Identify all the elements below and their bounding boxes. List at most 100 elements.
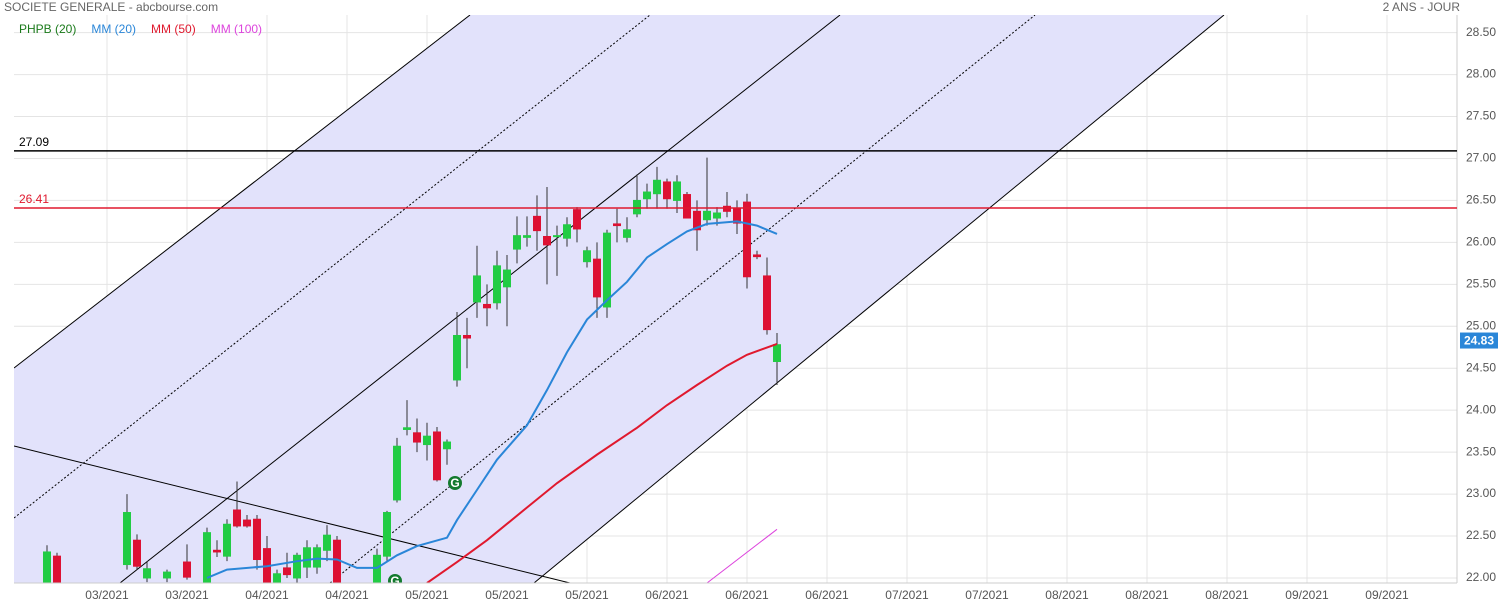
candle-body — [543, 235, 551, 246]
candle-body — [573, 209, 581, 230]
candle-body — [53, 555, 61, 583]
candle-body — [293, 554, 301, 579]
x-tick-label: 04/2021 — [325, 588, 369, 602]
candle-body — [133, 539, 141, 567]
trend-line — [14, 445, 571, 583]
legend-entry: MM (50) — [151, 22, 196, 36]
y-tick-label: 25.00 — [1466, 318, 1496, 332]
candle-body — [613, 223, 621, 227]
candle-body — [653, 179, 661, 195]
candle-body — [163, 571, 171, 579]
y-tick-label: 25.50 — [1466, 276, 1496, 290]
x-tick-label: 06/2021 — [725, 588, 769, 602]
y-tick-label: 23.50 — [1466, 444, 1496, 458]
channel — [14, 15, 1225, 583]
x-tick-label: 06/2021 — [645, 588, 689, 602]
x-tick-label: 09/2021 — [1365, 588, 1409, 602]
candle-body — [663, 181, 671, 200]
y-tick-label: 22.00 — [1466, 570, 1496, 584]
candle-body — [333, 539, 341, 583]
candle-body — [693, 210, 701, 231]
candle-body — [283, 567, 291, 576]
x-tick-label: 03/2021 — [85, 588, 129, 602]
x-tick-label: 04/2021 — [245, 588, 289, 602]
x-tick-label: 08/2021 — [1045, 588, 1089, 602]
x-tick-label: 07/2021 — [965, 588, 1009, 602]
y-tick-label: 26.00 — [1466, 235, 1496, 249]
y-tick-label: 24.50 — [1466, 360, 1496, 374]
candle-body — [233, 509, 241, 527]
candle-body — [733, 208, 741, 224]
candle-body — [203, 532, 211, 583]
x-tick-label: 08/2021 — [1205, 588, 1249, 602]
candle-body — [623, 229, 631, 238]
candle-body — [583, 250, 591, 263]
legend: PHPB (20) MM (20) MM (50) MM (100) — [19, 22, 262, 36]
x-tick-label: 06/2021 — [805, 588, 849, 602]
legend-entry: MM (100) — [211, 22, 262, 36]
y-tick-label: 26.50 — [1466, 193, 1496, 207]
y-tick-label: 27.00 — [1466, 151, 1496, 165]
channel-line — [533, 15, 1225, 583]
candle-body — [743, 201, 751, 278]
candle-body — [403, 427, 411, 430]
candle-body — [593, 258, 601, 298]
candle-body — [423, 435, 431, 446]
y-tick-label: 28.50 — [1466, 25, 1496, 39]
y-tick-label: 23.00 — [1466, 486, 1496, 500]
x-tick-label: 09/2021 — [1285, 588, 1329, 602]
candle-body — [713, 212, 721, 219]
candle-body — [313, 547, 321, 568]
candle-body — [263, 548, 271, 583]
legend-entry: PHPB (20) — [19, 22, 76, 36]
channel-line — [14, 15, 651, 519]
x-tick-label: 08/2021 — [1125, 588, 1169, 602]
channel-line — [14, 15, 471, 369]
signal-badge — [448, 476, 462, 490]
y-tick-label: 22.50 — [1466, 528, 1496, 542]
candle-body — [563, 224, 571, 239]
candle-body — [123, 512, 131, 566]
candle-body — [183, 561, 191, 578]
last-price-label: 24.83 — [1464, 334, 1494, 348]
candle-body — [533, 215, 541, 232]
candle-body — [213, 549, 221, 553]
candle-body — [143, 568, 151, 579]
level-label: 26.41 — [19, 192, 49, 206]
moving-average — [206, 220, 778, 579]
candle-body — [513, 235, 521, 250]
candle-body — [673, 181, 681, 201]
x-tick-label: 03/2021 — [165, 588, 209, 602]
plot: GG — [43, 157, 781, 583]
candle-body — [443, 441, 451, 450]
chart-subtitle: 2 ANS - JOUR — [1383, 0, 1461, 14]
candle-body — [633, 199, 641, 215]
moving-average — [706, 528, 778, 583]
candle-body — [253, 518, 261, 561]
candle-body — [43, 551, 51, 583]
y-tick-label: 27.50 — [1466, 109, 1496, 123]
candle-body — [453, 334, 461, 381]
signal-badge — [388, 574, 402, 583]
candle-body — [523, 235, 531, 238]
candle-body — [473, 275, 481, 303]
candle-body — [643, 191, 651, 200]
candle-body — [493, 265, 501, 304]
x-tick-label: 07/2021 — [885, 588, 929, 602]
signal-label: G — [450, 476, 459, 490]
candle-body — [763, 275, 771, 331]
y-tick-label: 24.00 — [1466, 402, 1496, 416]
candle-body — [683, 194, 691, 219]
candle-body — [603, 232, 611, 308]
chart-title: SOCIETE GENERALE - abcbourse.com — [4, 0, 218, 14]
x-tick-label: 05/2021 — [405, 588, 449, 602]
legend-entry: MM (20) — [91, 22, 136, 36]
candle-body — [773, 344, 781, 363]
y-tick-label: 28.00 — [1466, 67, 1496, 81]
candle-body — [393, 445, 401, 501]
candle-body — [383, 512, 391, 557]
candle-body — [273, 573, 281, 583]
candle-body — [723, 205, 731, 212]
candle-body — [323, 534, 331, 551]
